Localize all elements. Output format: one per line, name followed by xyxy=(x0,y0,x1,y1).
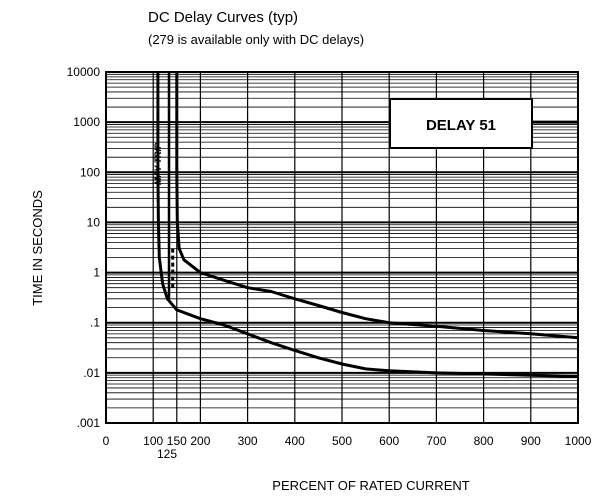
axes xyxy=(105,71,579,424)
y-tick-label: 1000 xyxy=(73,115,100,129)
y-axis-label: TIME IN SECONDS xyxy=(30,190,45,306)
x-tick-label: 800 xyxy=(474,434,494,448)
x-tick-label: 100 xyxy=(143,434,163,448)
delay-label-box xyxy=(389,98,533,149)
series-group xyxy=(156,72,579,378)
x-tick-label: 0 xyxy=(103,434,110,448)
chart-title: DC Delay Curves (typ) xyxy=(148,9,298,26)
x-tick-label: 500 xyxy=(332,434,352,448)
x-tick-label: 1000 xyxy=(565,434,592,448)
x-tick-label: 900 xyxy=(521,434,541,448)
annotations: DELAY 51 MAY TRIP xyxy=(153,98,533,185)
plot-frame xyxy=(105,71,579,424)
may-trip-text: MAY TRIP xyxy=(153,142,163,185)
lower-delay-curve xyxy=(156,72,579,378)
x-axis-label: PERCENT OF RATED CURRENT xyxy=(272,478,469,493)
upper-delay-curve xyxy=(175,72,579,340)
y-tick-label: .1 xyxy=(90,316,100,330)
x-tick-label: 700 xyxy=(426,434,446,448)
chart-subtitle: (279 is available only with DC delays) xyxy=(148,32,364,47)
x-tick-label: 200 xyxy=(190,434,210,448)
x-tick-label: 300 xyxy=(238,434,258,448)
y-tick-label: 1 xyxy=(93,266,100,280)
x-tick-label: 125 xyxy=(157,447,177,461)
y-tick-label: 10 xyxy=(87,215,101,229)
y-tick-label: .001 xyxy=(77,416,101,430)
y-tick-label: .01 xyxy=(83,366,100,380)
y-tick-label: 100 xyxy=(80,165,100,179)
x-tick-label: 150 xyxy=(167,434,187,448)
x-tick-label: 600 xyxy=(379,434,399,448)
delay-label-text: DELAY 51 xyxy=(426,117,496,134)
y-tick-label: 10000 xyxy=(67,65,101,79)
x-tick-label: 400 xyxy=(285,434,305,448)
